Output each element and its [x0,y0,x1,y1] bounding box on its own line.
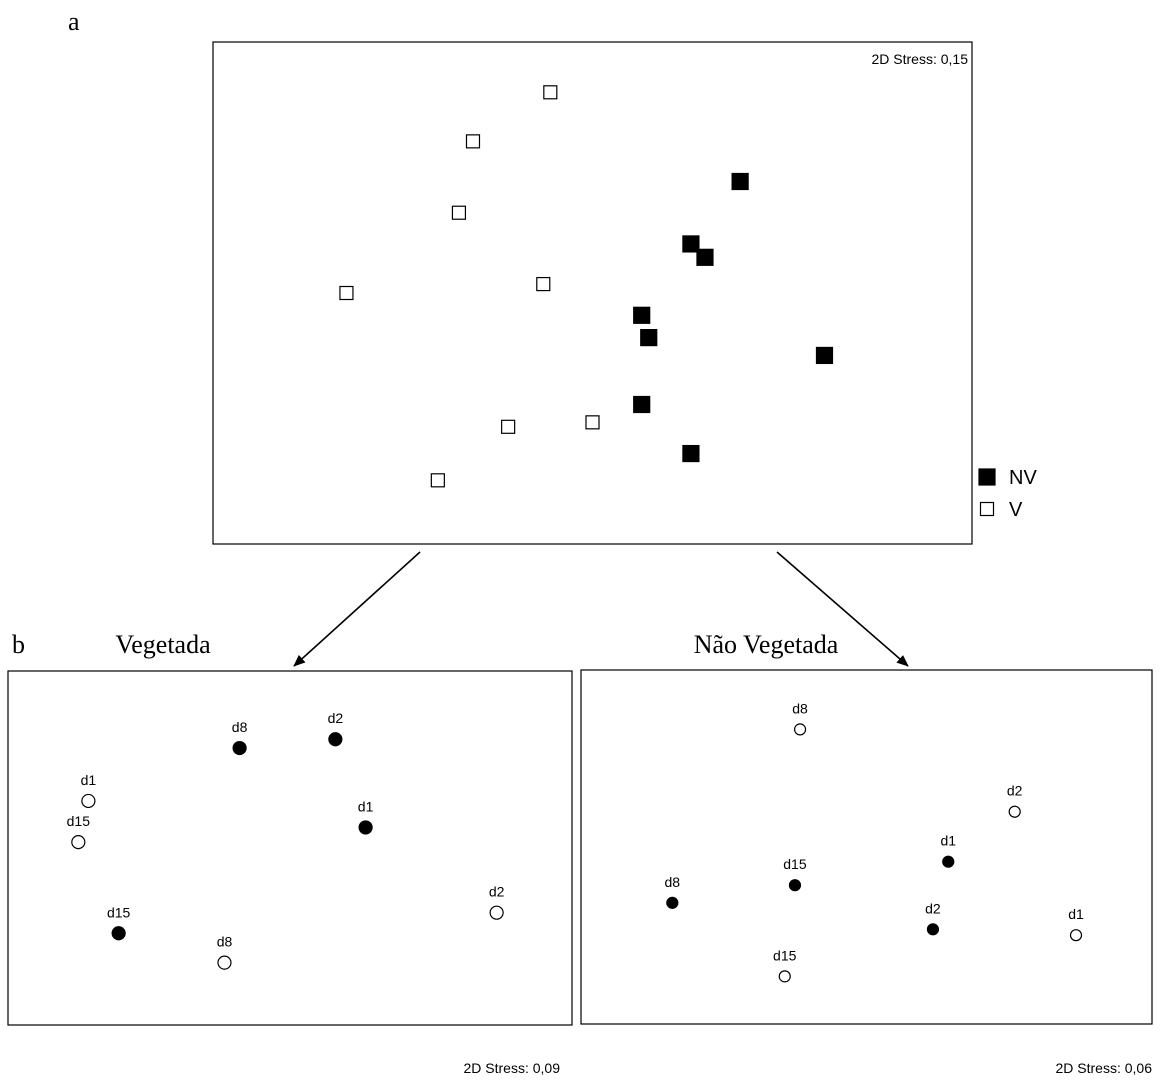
point-label: d1 [358,798,374,814]
point-nv [815,346,834,365]
point-filled [358,820,373,835]
panel-title: Vegetada [115,630,211,659]
point-label: d1 [940,833,956,849]
point-nv [731,172,749,191]
point-open [1069,929,1083,942]
legend-label: V [1009,499,1023,521]
point-open [217,955,232,970]
point-open [71,835,86,850]
point-v [543,85,558,100]
point-label: d15 [773,947,797,963]
point-filled [111,926,126,941]
stress-label: 2D Stress: 0,06 [1056,1060,1153,1076]
point-label: d8 [665,874,681,890]
stress-label: 2D Stress: 0,15 [872,51,969,67]
point-label: d2 [328,710,344,726]
plot-frame [212,41,973,545]
point-open [793,723,807,736]
point-filled [942,855,955,868]
point-filled [788,879,802,892]
panel-label-a: a [68,7,80,36]
point-v [536,276,551,292]
point-label: d8 [217,934,233,950]
point-nv [640,329,658,347]
point-open [489,905,504,920]
panel-a-plot: 2D Stress: 0,15 [212,41,973,545]
panel-title: Não Vegetada [694,630,839,659]
panel-label-b: b [12,630,25,659]
point-open [1008,805,1021,818]
point-label: d15 [67,813,91,829]
panel-a-legend: NV V [978,467,1037,521]
legend-marker-v [979,501,995,517]
point-v [501,419,516,434]
point-nv [696,248,714,266]
point-open [81,793,96,809]
point-filled [232,740,247,756]
point-open [778,970,791,983]
point-label: d2 [489,884,505,900]
point-v [585,415,600,430]
point-nv [633,306,651,324]
stress-label: 2D Stress: 0,09 [464,1060,561,1076]
point-v [451,205,467,220]
point-filled [328,732,343,747]
plot-frame [580,669,1153,1025]
plot-frame [7,670,573,1026]
point-label: d2 [1007,783,1023,799]
point-label: d15 [783,856,807,872]
point-filled [666,896,679,909]
point-label: d2 [925,900,941,916]
point-label: d1 [81,772,97,788]
point-nv [633,395,651,414]
panel-b-nao-vegetada-plot: Não Vegetada 2D Stress: 0,06 d8 d15 d1 d2 d8 d2… [580,630,1153,1076]
point-filled [926,923,940,936]
point-v [465,134,481,149]
point-label: d8 [232,719,248,735]
point-v [339,285,354,301]
point-nv [682,444,700,463]
panel-b-vegetada-plot: Vegetada 2D Stress: 0,09 d8 d2 d1 d15 d1 d15 d2 d… [7,630,573,1076]
legend-marker-nv [978,468,996,486]
arrow-to-vegetada [293,551,421,667]
point-label: d8 [792,700,808,716]
arrow-to-nao-vegetada [776,551,909,667]
point-label: d15 [107,904,131,920]
legend-label: NV [1009,467,1037,489]
point-label: d1 [1068,906,1084,922]
point-v [430,473,445,488]
point-nv [682,235,700,253]
